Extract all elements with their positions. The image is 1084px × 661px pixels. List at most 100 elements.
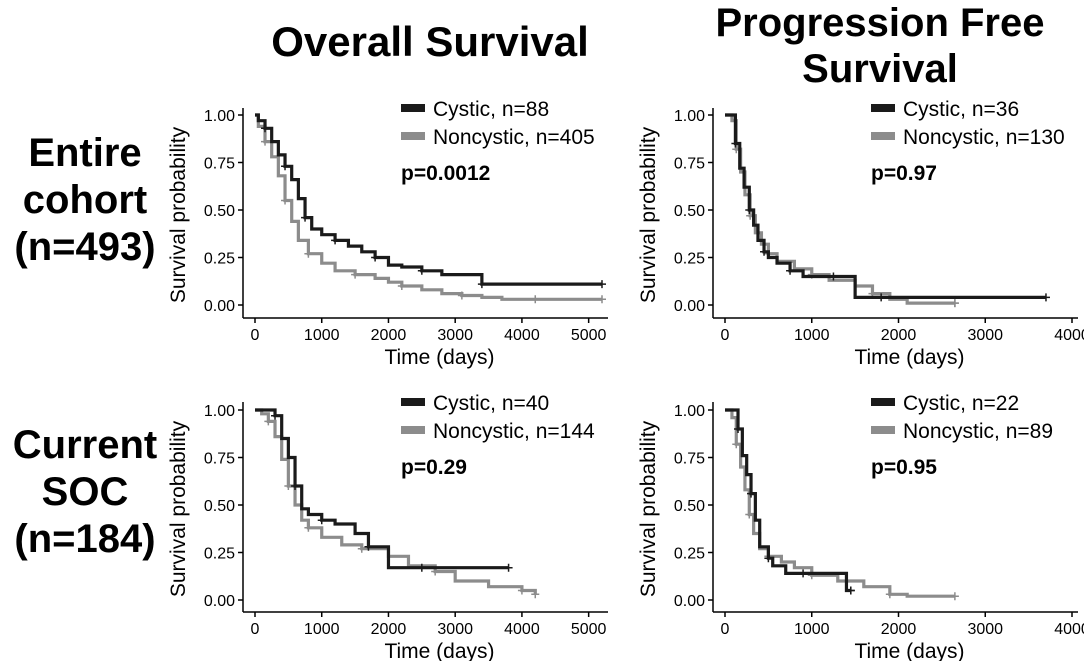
x-tick-label: 2000: [371, 327, 407, 344]
p-value: p=0.97: [871, 162, 937, 185]
cystic-censor-mark: [764, 554, 773, 563]
x-tick-label: 4000: [1054, 327, 1084, 344]
noncystic-censor-mark: [598, 295, 606, 304]
x-tick-label: 3000: [967, 621, 1003, 638]
cystic-censor-mark: [291, 482, 300, 490]
cystic-censor-mark: [786, 266, 795, 275]
x-tick-label: 3000: [967, 327, 1003, 344]
legend-label-cystic: Cystic, n=40: [433, 392, 549, 415]
x-tick-label: 3000: [437, 327, 473, 344]
y-tick-label: 0.75: [204, 451, 235, 468]
noncystic-censor-mark: [531, 295, 540, 304]
y-tick-label: 1.00: [204, 403, 235, 420]
cystic-censor-mark: [504, 563, 513, 572]
km-panel-2: 0.00 0.25 0.50 0.75 1.00 0 1000 2000 3000 4000 500…: [167, 392, 608, 661]
x-tick-label: 1000: [304, 621, 340, 638]
y-tick-label: 1.00: [204, 108, 235, 125]
y-tick-label: 0.25: [674, 546, 705, 563]
cystic-censor-mark: [799, 569, 808, 578]
cystic-censor-mark: [261, 124, 270, 133]
legend-label-cystic: Cystic, n=88: [433, 98, 549, 121]
y-tick-label: 0.00: [204, 593, 235, 610]
legend-label-cystic: Cystic, n=22: [903, 392, 1019, 415]
x-tick-label: 2000: [371, 621, 407, 638]
column-title-progression-free-survival: Progression Free Survival: [715, 1, 1045, 91]
column-title-overall-survival: Overall Survival: [271, 18, 589, 65]
noncystic-censor-mark: [284, 482, 293, 490]
legend-label-cystic: Cystic, n=36: [903, 98, 1019, 121]
x-tick-label: 5000: [571, 327, 607, 344]
y-axis-label: Survival probability: [167, 420, 190, 597]
y-axis-label: Survival probability: [167, 126, 190, 303]
noncystic-censor-mark: [304, 249, 313, 258]
legend-label-noncystic: Noncystic, n=144: [433, 420, 595, 443]
y-tick-label: 0.50: [674, 203, 705, 220]
cystic-censor-mark: [598, 280, 606, 289]
noncystic-censor-mark: [457, 291, 466, 300]
cystic-censor-mark: [846, 586, 855, 595]
x-tick-label: 4000: [1054, 621, 1084, 638]
cystic-censor-mark: [829, 272, 838, 281]
cystic-censor-mark: [477, 280, 486, 289]
y-tick-label: 1.00: [674, 108, 705, 125]
cystic-censor-mark: [760, 247, 769, 256]
noncystic-censor-mark: [397, 282, 406, 290]
y-tick-label: 0.75: [204, 156, 235, 173]
x-tick-label: 0: [721, 621, 730, 638]
p-value: p=0.95: [871, 456, 937, 479]
noncystic-censor-mark: [517, 586, 526, 595]
x-tick-label: 4000: [504, 327, 540, 344]
km-panel-0: 0.00 0.25 0.50 0.75 1.00 0 1000 2000 3000 4000 500…: [167, 98, 608, 369]
x-tick-label: 4000: [504, 621, 540, 638]
noncystic-censor-mark: [351, 270, 360, 279]
noncystic-censor-mark: [885, 590, 894, 599]
y-tick-label: 0.50: [204, 498, 235, 515]
y-tick-label: 0.00: [674, 593, 705, 610]
y-axis-label: Survival probability: [637, 420, 660, 597]
cystic-censor-mark: [731, 139, 740, 148]
x-tick-label: 1000: [794, 327, 830, 344]
noncystic-censor-mark: [357, 544, 366, 553]
x-tick-label: 0: [251, 621, 260, 638]
p-value: p=0.0012: [401, 162, 490, 185]
y-tick-label: 0.50: [204, 203, 235, 220]
noncystic-censor-mark: [264, 417, 273, 426]
cystic-censor-mark: [1041, 293, 1050, 302]
legend-label-noncystic: Noncystic, n=89: [903, 420, 1053, 443]
noncystic-censor-mark: [531, 590, 540, 599]
cystic-censor-mark: [747, 489, 756, 498]
noncystic-censor-mark: [732, 440, 741, 449]
cystic-censor-mark: [281, 162, 290, 171]
y-tick-label: 0.25: [674, 251, 705, 268]
noncystic-censor-mark: [304, 523, 313, 532]
x-tick-label: 1000: [794, 621, 830, 638]
noncystic-censor-mark: [261, 137, 270, 146]
y-axis-label: Survival probability: [637, 126, 660, 303]
y-tick-label: 1.00: [674, 403, 705, 420]
x-axis-label: Time (days): [854, 346, 964, 369]
row-title-entire-cohort: Entire cohort (n=493): [14, 131, 156, 270]
y-tick-label: 0.25: [204, 546, 235, 563]
km-panel-1: 0.00 0.25 0.50 0.75 1.00 0 1000 2000 3000 4000 Tim…: [637, 98, 1084, 369]
cystic-censor-mark: [734, 425, 743, 433]
noncystic-survival-curve: [255, 408, 537, 595]
y-tick-label: 0.50: [674, 498, 705, 515]
cystic-censor-mark: [271, 411, 280, 420]
legend-label-noncystic: Noncystic, n=130: [903, 126, 1065, 149]
km-panel-3: 0.00 0.25 0.50 0.75 1.00 0 1000 2000 3000 4000 Tim…: [637, 392, 1084, 661]
x-axis-label: Time (days): [854, 640, 964, 661]
x-axis-label: Time (days): [384, 640, 494, 661]
cystic-censor-mark: [417, 266, 426, 275]
cystic-censor-mark: [301, 213, 310, 222]
x-tick-label: 5000: [571, 621, 607, 638]
cystic-censor-mark: [877, 293, 886, 302]
y-tick-label: 0.75: [674, 451, 705, 468]
x-tick-label: 2000: [881, 327, 917, 344]
y-tick-label: 0.25: [204, 251, 235, 268]
y-tick-label: 0.00: [204, 298, 235, 315]
y-tick-label: 0.75: [674, 156, 705, 173]
cystic-survival-curve: [255, 408, 509, 570]
legend-label-noncystic: Noncystic, n=405: [433, 126, 595, 149]
noncystic-censor-mark: [950, 299, 959, 308]
